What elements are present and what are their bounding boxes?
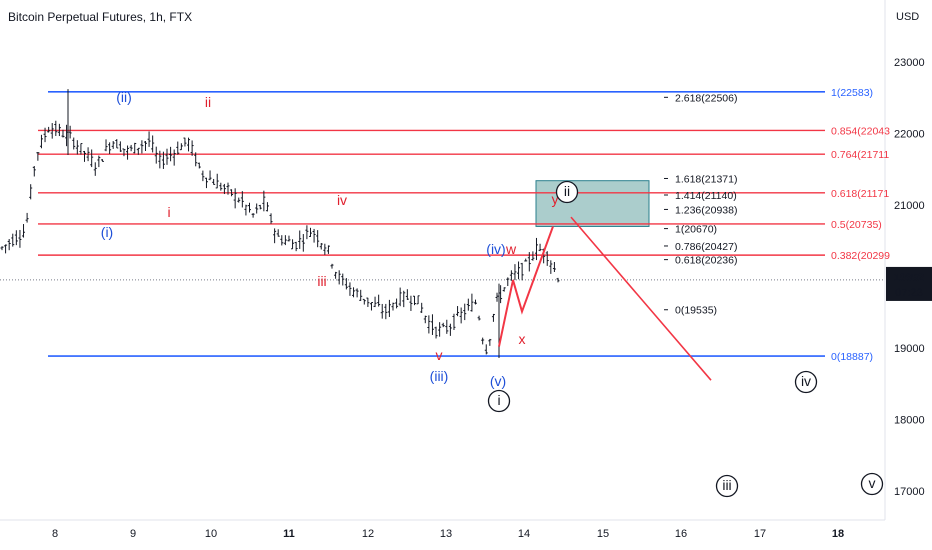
extension-level-label: 1.618(21371) xyxy=(675,173,737,185)
red-fib-level-label: 0.382(20299 xyxy=(831,250,890,262)
x-tick-label: 16 xyxy=(675,528,687,540)
wave-label-blue: (iv) xyxy=(486,241,505,257)
chart-title: Bitcoin Perpetual Futures, 1h, FTX xyxy=(8,10,193,24)
last-price-countdown: 07:23 xyxy=(895,287,923,299)
wave-label-blue: (ii) xyxy=(116,89,132,105)
red-fib-level-label: 0.854(22043 xyxy=(831,125,890,137)
wave-label-circled: ii xyxy=(564,183,570,199)
x-tick-label: 13 xyxy=(440,528,452,540)
target-zone-box xyxy=(535,180,650,227)
x-tick-label: 9 xyxy=(130,528,136,540)
blue-fib-level-label: 0(18887) xyxy=(831,351,873,363)
wave-circle xyxy=(555,180,579,204)
y-tick-label: 18000 xyxy=(894,415,925,427)
wave-label-red: ii xyxy=(205,94,211,110)
wave-label-circled: iv xyxy=(801,373,811,389)
last-price-badge xyxy=(886,266,932,301)
y-tick-label: 19000 xyxy=(894,343,925,355)
y-tick-label: 21000 xyxy=(894,200,925,212)
extension-level-label: 1.414(21140) xyxy=(675,190,737,202)
currency-label: USD xyxy=(896,11,919,23)
wave-label-red: iv xyxy=(337,192,347,208)
wave-label-blue: (v) xyxy=(490,373,506,389)
x-tick-label: 11 xyxy=(283,528,295,540)
last-price-value: 19952 xyxy=(894,272,925,284)
wave-label-red: v xyxy=(436,347,443,363)
y-tick-label: 23000 xyxy=(894,57,925,69)
wave-label-blue: (iii) xyxy=(430,368,449,384)
red-fib-level-label: 0.764(21711 xyxy=(831,149,889,161)
extension-level-label: 1(20670) xyxy=(675,224,717,236)
x-tick-label: 12 xyxy=(362,528,374,540)
extension-level-label: 0(19535) xyxy=(675,305,717,317)
red-fib-level-label: 0.5(20735) xyxy=(831,219,882,231)
wave-label-circled: i xyxy=(497,392,500,408)
wave-circle xyxy=(860,472,884,496)
extension-level-label: 1.236(20938) xyxy=(675,204,737,216)
wave-label-red: iii xyxy=(317,273,326,289)
wave-label-circled: iii xyxy=(722,477,731,493)
x-tick-label: 15 xyxy=(597,528,609,540)
wave-circle xyxy=(715,474,739,498)
wave-label-red: x xyxy=(519,331,526,347)
x-tick-label: 18 xyxy=(832,528,844,540)
wave-label-red: i xyxy=(167,204,170,220)
y-tick-label: 22000 xyxy=(894,129,925,141)
wave-label-circled: v xyxy=(869,475,876,491)
wxy-zigzag-line xyxy=(498,226,554,347)
x-tick-label: 14 xyxy=(518,528,530,540)
wave-label-blue: (i) xyxy=(101,224,113,240)
extension-level-label: 2.618(22506) xyxy=(675,92,737,104)
y-tick-label: 17000 xyxy=(894,486,925,498)
x-tick-label: 17 xyxy=(754,528,766,540)
wave-circle xyxy=(487,389,511,413)
x-tick-label: 8 xyxy=(52,528,58,540)
extension-level-label: 0.786(20427) xyxy=(675,241,737,253)
blue-fib-level-label: 1(22583) xyxy=(831,87,873,99)
projection-line xyxy=(570,216,712,381)
wave-circle xyxy=(794,370,818,394)
x-tick-label: 10 xyxy=(205,528,217,540)
wave-label-red: w xyxy=(505,241,517,257)
wave-label-red: y xyxy=(552,191,559,207)
red-fib-level-label: 0.618(21171 xyxy=(831,188,889,200)
extension-level-label: 0.618(20236) xyxy=(675,255,737,267)
